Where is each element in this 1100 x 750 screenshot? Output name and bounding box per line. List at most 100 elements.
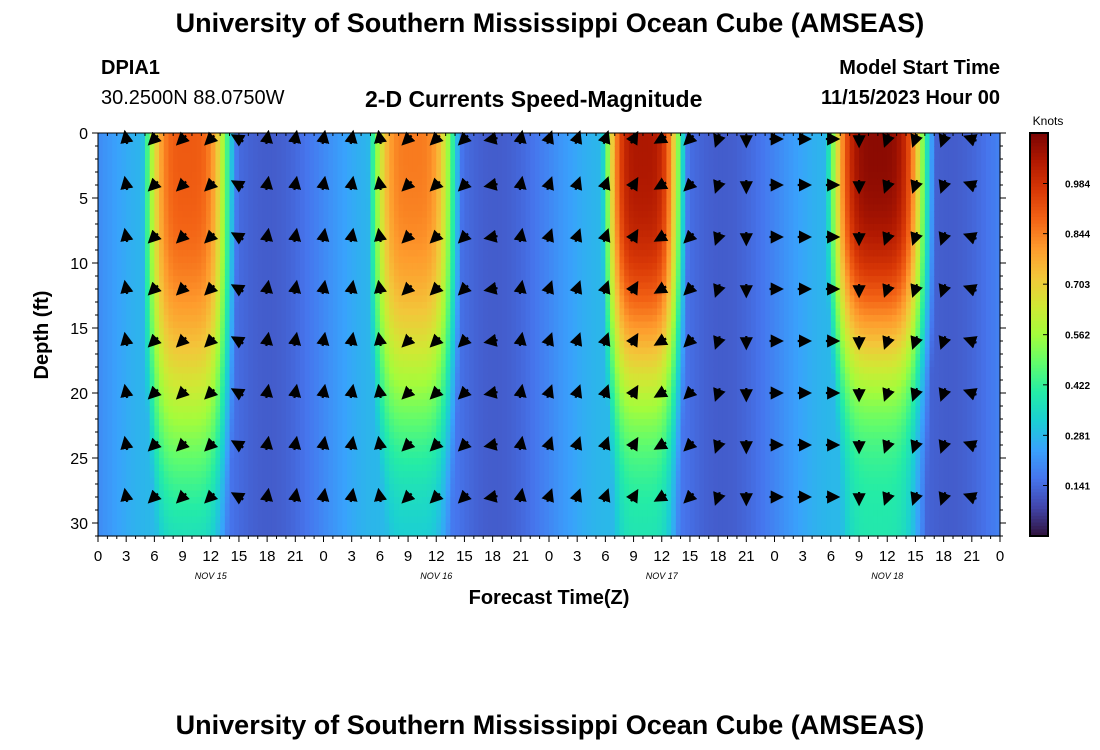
heatmap-cell [159,172,165,180]
model-start-value: 11/15/2023 Hour 00 [820,87,1000,109]
heatmap-cell [267,172,273,180]
heatmap-cell [253,386,259,394]
heatmap-cell [436,198,442,206]
page-title: University of Southern Mississippi Ocean… [175,8,925,38]
heatmap-cell [206,250,212,258]
heatmap-cell [191,276,198,284]
heatmap-cell [267,529,273,537]
heatmap-cell [121,477,127,485]
heatmap-cell [154,425,160,433]
heatmap-cell [126,503,132,511]
heatmap-cell [149,503,155,511]
heatmap-cell [389,211,395,219]
heatmap-cell [215,399,221,407]
heatmap-cell [243,165,249,173]
heatmap-cell [431,458,437,466]
heatmap-cell [102,217,108,225]
heatmap-cell [135,315,141,323]
heatmap-cell [295,321,301,329]
heatmap-cell [102,256,108,264]
heatmap-cell [436,445,442,453]
heatmap-cell [224,425,231,433]
heatmap-cell [422,419,428,427]
heatmap-cell [445,185,451,193]
heatmap-cell [346,477,353,485]
heatmap-cell [248,367,254,375]
heatmap-cell [469,529,475,537]
heatmap-cell [290,224,296,232]
heatmap-cell [370,477,376,485]
heatmap-cell [332,178,339,186]
heatmap-cell [417,464,423,472]
heatmap-cell [121,263,127,271]
heatmap-cell [201,237,207,245]
heatmap-cell [248,360,254,368]
heatmap-cell [107,458,113,466]
heatmap-cell [455,471,461,479]
heatmap-cell [257,295,264,303]
heatmap-cell [304,380,311,388]
heatmap-cell [159,360,165,368]
heatmap-cell [224,510,231,518]
heatmap-cell [168,217,174,225]
heatmap-cell [285,393,292,401]
heatmap-cell [140,516,146,524]
heatmap-cell [168,432,174,440]
heatmap-cell [243,185,249,193]
heatmap-cell [445,529,451,537]
heatmap-cell [206,172,212,180]
heatmap-cell [215,334,221,342]
heatmap-cell [276,451,282,459]
heatmap-cell [469,237,475,245]
heatmap-cell [163,133,170,141]
heatmap-cell [318,198,325,206]
heatmap-cell [469,211,475,219]
heatmap-cell [112,497,118,505]
heatmap-cell [379,477,386,485]
heatmap-cell [455,451,461,459]
heatmap-cell [159,276,165,284]
heatmap-cell [187,464,193,472]
heatmap-cell [379,321,386,329]
heatmap-cell [318,211,325,219]
heatmap-cell [351,471,357,479]
heatmap-cell [177,484,184,492]
heatmap-cell [393,354,400,362]
heatmap-cell [455,237,461,245]
heatmap-cell [126,172,132,180]
heatmap-cell [234,432,240,440]
heatmap-cell [431,152,437,160]
heatmap-cell [206,308,212,316]
heatmap-cell [168,386,174,394]
heatmap-cell [398,191,404,199]
heatmap-cell [464,308,470,316]
heatmap-cell [445,341,451,349]
heatmap-cell [440,432,447,440]
heatmap-cell [173,484,179,492]
heatmap-cell [196,308,202,316]
heatmap-cell [403,510,409,518]
heatmap-cell [177,191,184,199]
heatmap-cell [464,295,470,303]
heatmap-cell [234,354,240,362]
heatmap-cell [102,334,108,342]
heatmap-cell [224,451,231,459]
heatmap-cell [130,256,137,264]
heatmap-cell [224,282,231,290]
heatmap-cell [328,380,334,388]
heatmap-cell [281,152,287,160]
heatmap-cell [229,438,235,446]
heatmap-cell [126,432,132,440]
heatmap-cell [309,360,315,368]
heatmap-cell [309,295,315,303]
heatmap-cell [191,341,198,349]
heatmap-cell [445,146,451,154]
heatmap-cell [314,341,320,349]
heatmap-cell [464,503,470,511]
heatmap-cell [426,308,433,316]
heatmap-cell [149,172,155,180]
heatmap-cell [102,152,108,160]
heatmap-cell [130,321,137,329]
heatmap-cell [328,276,334,284]
heatmap-cell [159,256,165,264]
